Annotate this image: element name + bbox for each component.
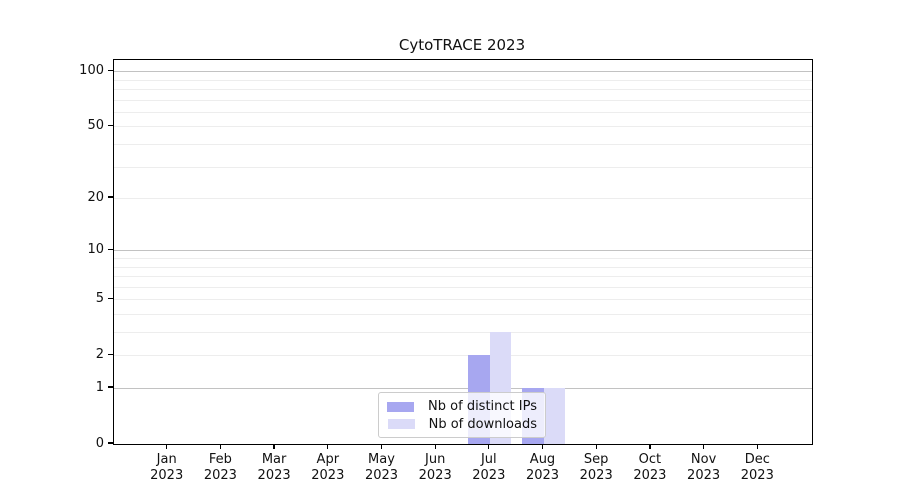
y-tick-mark [108, 124, 113, 127]
y-tick-label: 20 [87, 189, 104, 205]
grid-line-minor [114, 299, 812, 301]
grid-line-minor [114, 198, 812, 200]
x-tick-mark [273, 444, 275, 449]
x-tick-label-jun: Jun 2023 [418, 452, 452, 483]
grid-line-minor [114, 144, 812, 145]
y-tick-mark [108, 196, 113, 198]
y-tick-mark [108, 353, 113, 355]
bar-nb-of-downloads-aug [543, 388, 565, 444]
grid-line-minor [114, 99, 812, 101]
x-tick-mark [702, 444, 705, 449]
grid-line-minor [114, 332, 812, 333]
x-tick-mark [649, 444, 651, 449]
y-tick-label: 1 [95, 379, 104, 395]
grid-line-minor [114, 355, 812, 357]
x-tick-mark [756, 444, 758, 449]
x-tick-label-mar: Mar 2023 [257, 452, 291, 483]
y-tick-mark [108, 69, 113, 71]
x-tick-label-apr: Apr 2023 [311, 452, 345, 483]
x-tick-label-may: May 2023 [364, 452, 399, 483]
y-tick-label: 10 [87, 241, 104, 257]
grid-line-minor [114, 266, 812, 268]
grid-line-minor [114, 286, 812, 288]
x-tick-label-feb: Feb 2023 [203, 452, 237, 483]
x-tick-label-oct: Oct 2023 [633, 452, 667, 483]
x-tick-mark [166, 444, 168, 449]
grid-line-minor [114, 314, 812, 315]
x-tick-label-dec: Dec 2023 [740, 452, 774, 483]
x-tick-label-jul: Jul 2023 [472, 452, 506, 483]
grid-line-minor [114, 276, 812, 277]
x-tick-label-sep: Sep 2023 [579, 452, 613, 483]
legend-swatch-downloads [387, 419, 415, 430]
grid-line-minor [114, 89, 812, 90]
x-tick-label-jan: Jan 2023 [150, 452, 184, 483]
y-tick-mark [108, 248, 113, 250]
legend-label-downloads: Nb of downloads [428, 416, 537, 432]
x-tick-mark [380, 444, 383, 449]
x-tick-label-aug: Aug 2023 [525, 452, 560, 483]
x-tick-mark [434, 444, 436, 449]
x-tick-mark [488, 444, 490, 449]
chart-title: CytoTRACE 2023 [398, 36, 526, 54]
legend: Nb of distinct IPs Nb of downloads [378, 392, 546, 438]
grid-line-minor [114, 166, 812, 168]
y-tick-label: 5 [95, 290, 104, 306]
x-tick-label-nov: Nov 2023 [687, 452, 721, 483]
plot-area: Nb of distinct IPs Nb of downloads [113, 59, 813, 445]
x-tick-mark [541, 444, 544, 449]
y-tick-label: 100 [79, 62, 104, 78]
grid-line-major [114, 250, 812, 252]
legend-item-downloads: Nb of downloads [385, 416, 537, 434]
y-tick-label: 0 [95, 435, 104, 451]
y-tick-mark [108, 386, 113, 388]
legend-label-distinct-ips: Nb of distinct IPs [428, 399, 537, 415]
x-tick-mark [595, 444, 597, 449]
x-tick-mark [327, 444, 329, 449]
grid-line-major [114, 388, 812, 389]
legend-item-distinct-ips: Nb of distinct IPs [385, 398, 537, 416]
y-tick-label: 50 [87, 117, 104, 133]
x-tick-mark [219, 444, 222, 449]
grid-line-minor [114, 111, 812, 113]
y-tick-mark [108, 297, 113, 299]
y-tick-label: 2 [95, 346, 104, 362]
grid-line-minor [114, 79, 812, 81]
y-tick-mark [108, 442, 113, 444]
grid-line-minor [114, 126, 812, 128]
grid-line-major [114, 71, 812, 73]
legend-swatch-distinct-ips [387, 401, 415, 412]
grid-line-minor [114, 258, 812, 259]
